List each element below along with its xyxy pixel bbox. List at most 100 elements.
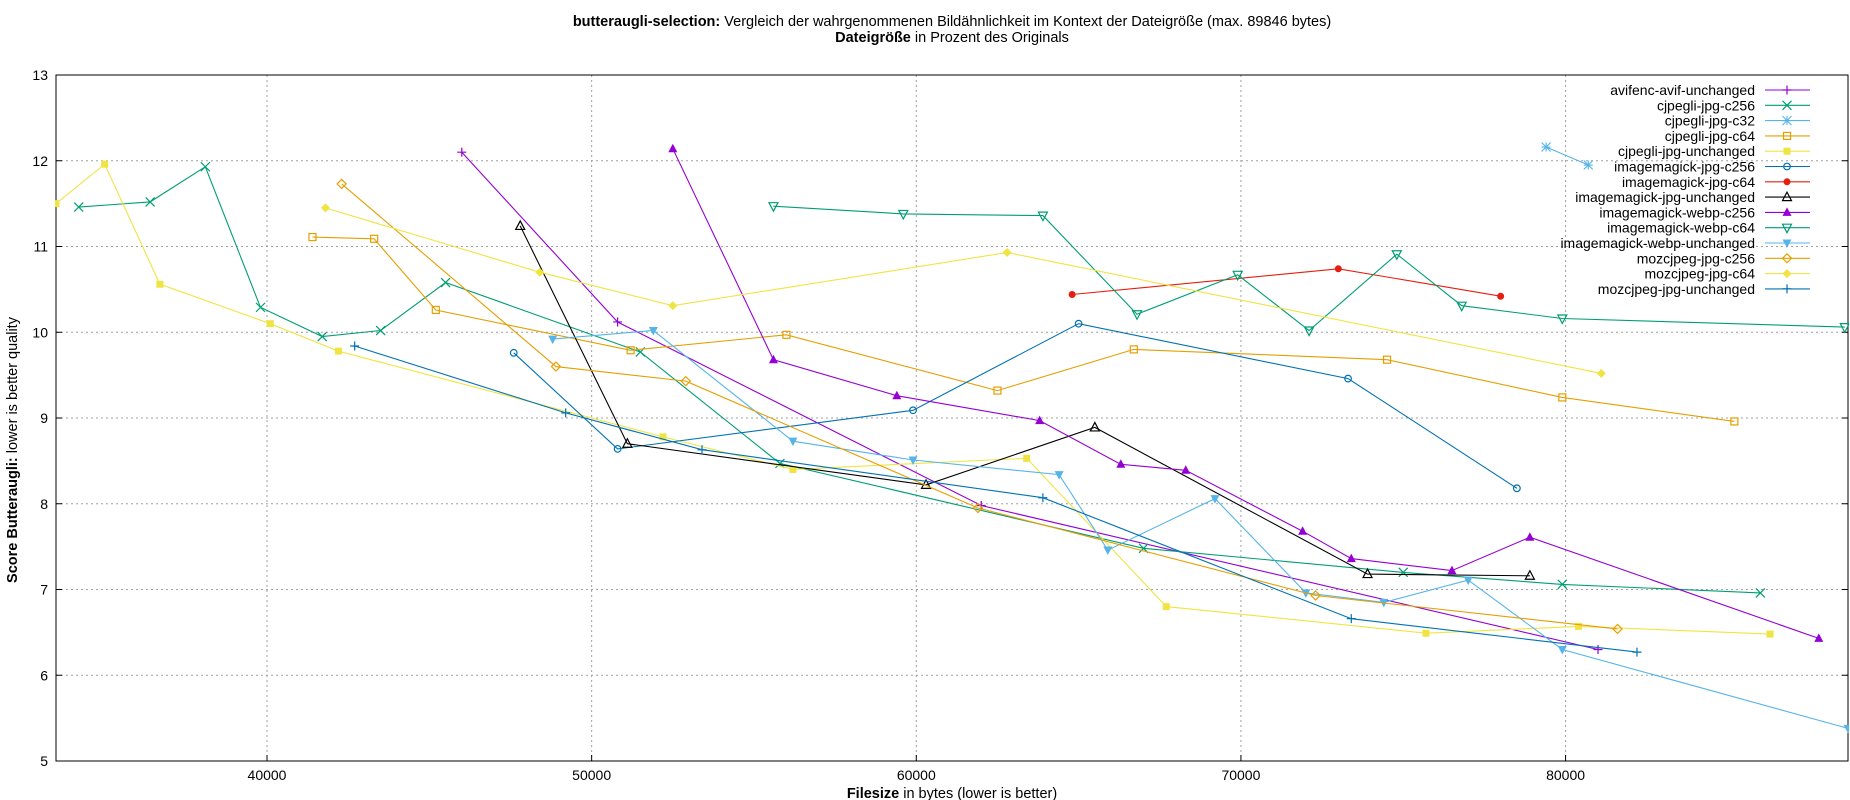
legend-marker [1782, 85, 1792, 95]
y-tick-label: 9 [40, 410, 48, 426]
chart-title-bold: butteraugli-selection: [573, 14, 720, 30]
data-point [1557, 579, 1568, 590]
x-axis-label-bold: Filesize [847, 786, 899, 800]
data-point [1116, 459, 1126, 468]
legend-marker [1781, 223, 1793, 234]
data-point [457, 147, 467, 157]
legend-label: imagemagick-jpg-c64 [1622, 174, 1755, 190]
series-line [552, 329, 1849, 729]
data-point [55, 200, 60, 208]
data-point [514, 219, 526, 231]
data-point [1556, 314, 1568, 325]
data-point [680, 375, 692, 387]
series-cjpegli-jpg-unchanged [55, 160, 1774, 638]
data-point [548, 335, 558, 345]
legend-label: mozcjpeg-jpg-c256 [1637, 250, 1755, 266]
data-point [1210, 495, 1220, 504]
x-axis-label-rest: in bytes (lower is better) [899, 786, 1057, 800]
series-line [341, 183, 1618, 630]
legend-label: imagemagick-webp-unchanged [1560, 235, 1755, 251]
legend-label: mozcjpeg-jpg-unchanged [1598, 281, 1755, 297]
data-point [1512, 484, 1521, 493]
data-point [1023, 454, 1031, 462]
data-point [1181, 465, 1191, 474]
y-tick-label: 7 [40, 582, 48, 598]
data-point [1068, 291, 1076, 299]
y-axis-label-bold: Score Butteraugli: [5, 457, 21, 583]
data-point [375, 325, 386, 336]
chart-title-rest: Vergleich der wahrgenommenen Bildähnlich… [720, 14, 1331, 30]
chart-subtitle-bold: Dateigröße [835, 30, 911, 46]
data-point [1344, 374, 1352, 383]
series-avifenc-avif-unchanged [457, 147, 1603, 655]
data-point [1422, 629, 1430, 637]
series-line [354, 345, 1638, 653]
data-point [561, 408, 571, 418]
data-point [145, 196, 156, 207]
legend-marker [1782, 100, 1792, 111]
legend-label: imagemagick-webp-c256 [1599, 204, 1755, 220]
legend-marker [1781, 190, 1793, 202]
series-cjpegli-jpg-c256 [73, 161, 1766, 598]
y-axis-label: Score Butteraugli: lower is better quali… [5, 316, 21, 583]
legend-marker [1783, 147, 1791, 155]
legend-label: cjpegli-jpg-c256 [1657, 97, 1755, 113]
data-point [1162, 603, 1170, 611]
data-point [308, 232, 317, 242]
data-point [767, 202, 779, 213]
data-point [1391, 250, 1403, 261]
chart-subtitle-rest: in Prozent des Originals [911, 30, 1069, 46]
data-point [334, 347, 342, 355]
data-point [897, 209, 909, 221]
series-line [312, 236, 1735, 422]
y-tick-label: 13 [32, 67, 48, 83]
series-mozcjpeg-jpg-unchanged [350, 341, 1642, 657]
x-tick-label: 80000 [1546, 767, 1585, 783]
legend-marker [1782, 239, 1792, 248]
data-point [1298, 526, 1308, 535]
legend-label: mozcjpeg-jpg-c64 [1645, 266, 1756, 282]
legend-marker [1782, 269, 1792, 279]
data-point [892, 390, 902, 400]
data-point [266, 320, 274, 328]
series-line [55, 163, 1771, 635]
data-point [1301, 589, 1311, 598]
data-point [648, 327, 658, 336]
data-point [1131, 310, 1143, 321]
data-point [621, 437, 633, 448]
data-point [317, 331, 328, 342]
data-point [509, 348, 518, 357]
series-cjpegli-jpg-c32 [1541, 142, 1594, 170]
data-point [101, 160, 109, 168]
x-tick-label: 70000 [1221, 767, 1260, 783]
series-mozcjpeg-jpg-c64 [320, 203, 1606, 378]
data-point [1054, 471, 1064, 480]
legend-marker [1782, 131, 1792, 140]
data-point [200, 161, 211, 172]
legend-marker [1782, 207, 1792, 216]
data-point [1447, 565, 1457, 575]
data-point [972, 502, 984, 514]
data-point [440, 277, 451, 288]
data-point [1583, 160, 1594, 170]
data-point [1382, 355, 1392, 364]
legend-label: avifenc-avif-unchanged [1610, 82, 1755, 98]
series-line [78, 165, 1761, 594]
data-point [320, 203, 330, 213]
series-line [325, 207, 1602, 374]
data-point [1303, 326, 1315, 337]
legend-label: imagemagick-webp-c64 [1607, 220, 1755, 236]
axis-layer: 567891011121340000500006000070000800001.… [32, 67, 1849, 783]
data-point [1755, 588, 1766, 598]
data-point [431, 305, 440, 315]
x-axis-label: Filesize in bytes (lower is better) [847, 786, 1057, 800]
series-imagemagick-jpg-c64 [1068, 265, 1505, 300]
data-point [1310, 590, 1321, 601]
data-point [1037, 211, 1049, 222]
data-point [1541, 142, 1551, 152]
data-point [1456, 301, 1468, 312]
data-point [1766, 630, 1774, 638]
data-point [370, 234, 379, 243]
legend-label: cjpegli-jpg-c32 [1665, 113, 1755, 129]
data-point [1593, 645, 1603, 655]
